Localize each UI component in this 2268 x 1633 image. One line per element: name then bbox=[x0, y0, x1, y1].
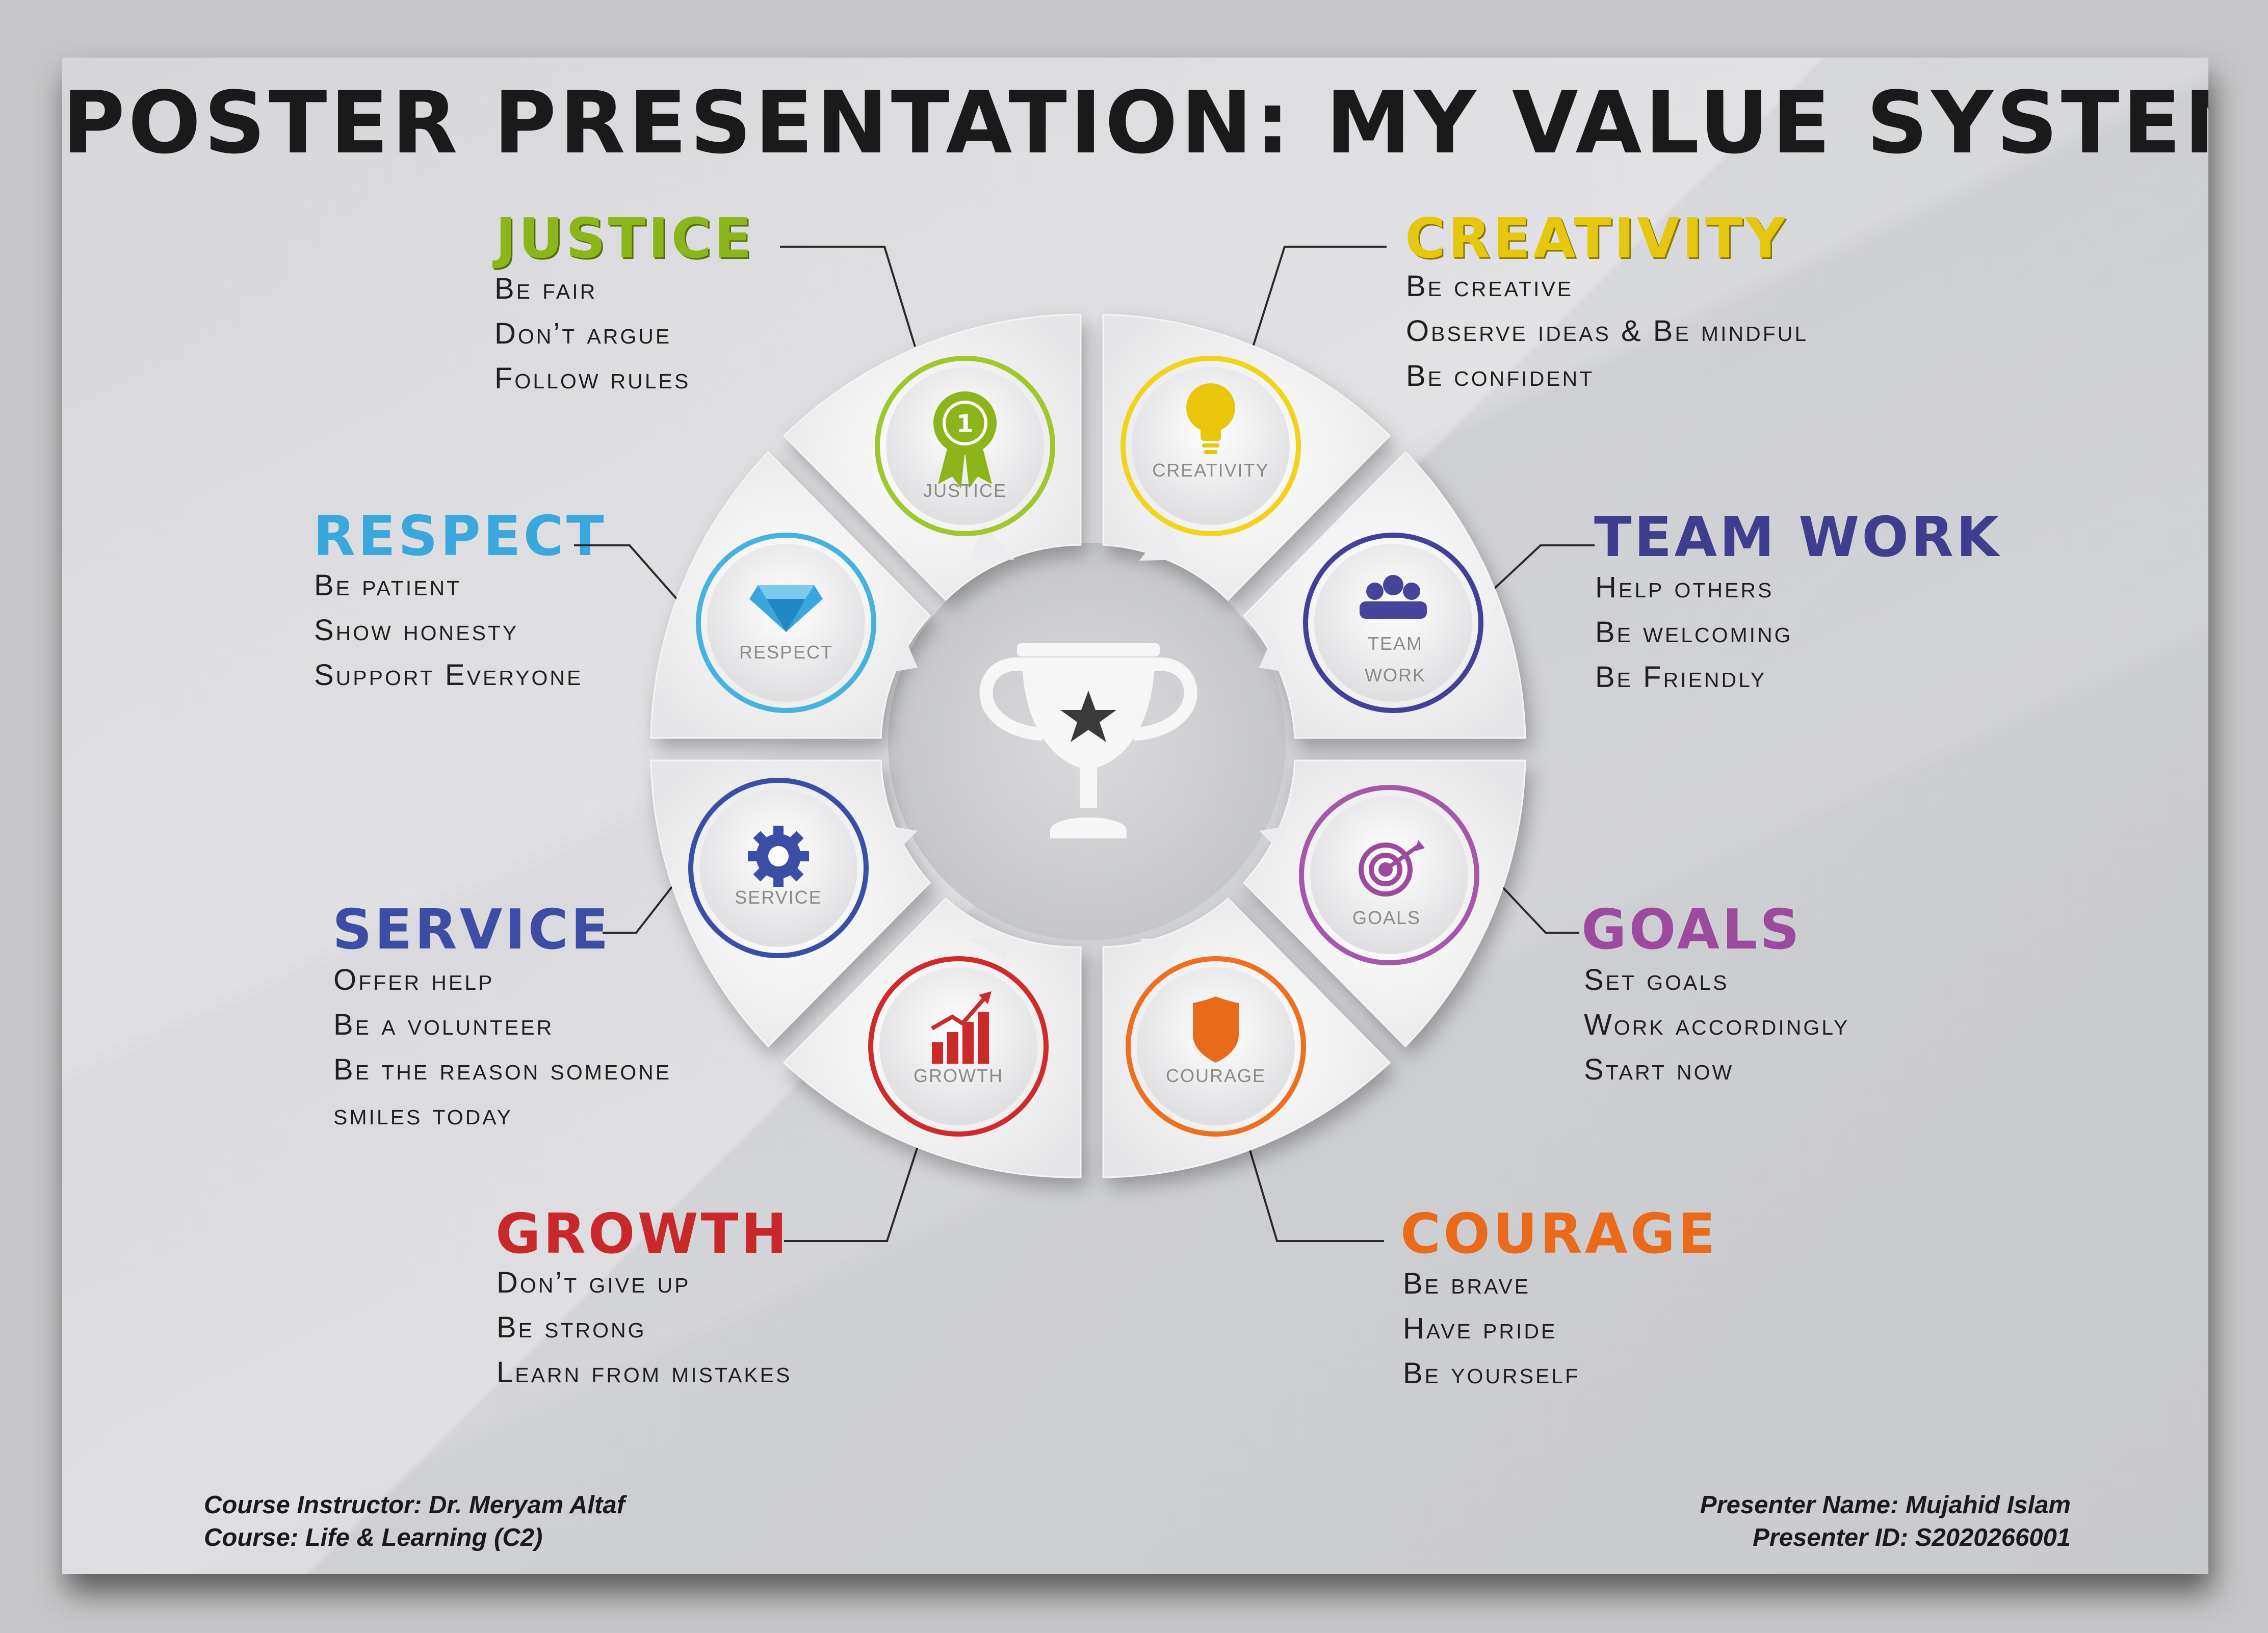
goals-connector bbox=[1500, 885, 1579, 934]
footer-right: Presenter Name: Mujahid Islam Presenter … bbox=[1700, 1489, 2071, 1554]
gear-icon bbox=[748, 826, 809, 887]
growth-line: Don’t give up bbox=[497, 1266, 691, 1299]
justice-line: Don’t argue bbox=[494, 317, 672, 350]
creativity-line: Be confident bbox=[1406, 359, 1595, 392]
creativity-badge: CREATIVITY bbox=[1120, 356, 1301, 536]
service-lines: Offer help Be a volunteer Be the reason … bbox=[333, 958, 671, 1137]
growth-icon-label: GROWTH bbox=[914, 1065, 1003, 1086]
growth-chart-icon bbox=[931, 991, 992, 1064]
presenter-name: Presenter Name: Mujahid Islam bbox=[1700, 1491, 2071, 1519]
justice-line: Follow rules bbox=[494, 362, 691, 395]
respect-badge: RESPECT bbox=[696, 533, 876, 713]
courage-heading: COURAGE bbox=[1400, 1202, 1718, 1266]
notch bbox=[1139, 524, 1185, 561]
goals-line: Set goals bbox=[1584, 963, 1729, 996]
teamwork-line: Help others bbox=[1595, 571, 1774, 604]
teamwork-heading: TEAM WORK bbox=[1594, 506, 2001, 569]
courage-line: Have pride bbox=[1403, 1312, 1557, 1345]
justice-connector bbox=[780, 246, 916, 347]
creativity-lines: Be creative Observe ideas & Be mindful B… bbox=[1406, 264, 1808, 399]
teamwork-line: Be Friendly bbox=[1595, 661, 1767, 694]
growth-heading: GROWTH bbox=[496, 1202, 790, 1266]
respect-icon-label: RESPECT bbox=[739, 642, 833, 663]
course-instructor: Course Instructor: Dr. Meryam Altaf bbox=[204, 1491, 625, 1519]
creativity-heading: CREATIVITY bbox=[1405, 207, 1788, 271]
justice-badge: 1 JUSTICE bbox=[875, 356, 1055, 536]
team-icon bbox=[1360, 575, 1427, 619]
justice-lines: Be fair Don’t argue Follow rules bbox=[494, 267, 690, 401]
justice-heading: JUSTICE bbox=[496, 207, 754, 271]
connector-lines bbox=[574, 246, 1595, 1242]
courage-line: Be yourself bbox=[1403, 1357, 1580, 1390]
presenter-id: Presenter ID: S2020266001 bbox=[1753, 1524, 2071, 1551]
shield-icon bbox=[1193, 996, 1239, 1063]
notch bbox=[1259, 632, 1290, 673]
respect-heading: RESPECT bbox=[313, 505, 607, 568]
respect-line: Support Everyone bbox=[314, 659, 583, 692]
service-icon-label: SERVICE bbox=[735, 887, 822, 908]
target-icon bbox=[1359, 840, 1425, 897]
goals-line: Start now bbox=[1584, 1053, 1734, 1086]
justice-line: Be fair bbox=[494, 272, 597, 305]
creativity-icon-label: CREATIVITY bbox=[1152, 460, 1269, 481]
creativity-connector bbox=[1252, 246, 1387, 347]
service-line: smiles today bbox=[333, 1098, 513, 1131]
notch bbox=[887, 826, 918, 846]
goals-icon-label: GOALS bbox=[1352, 907, 1421, 928]
respect-line: Be patient bbox=[314, 569, 462, 602]
notch bbox=[887, 632, 918, 673]
teamwork-line: Be welcoming bbox=[1595, 616, 1793, 649]
growth-lines: Don’t give up Be strong Learn from mista… bbox=[497, 1260, 792, 1395]
courage-line: Be brave bbox=[1403, 1267, 1531, 1300]
notch bbox=[1139, 938, 1185, 961]
justice-icon-label: JUSTICE bbox=[923, 480, 1007, 501]
segment-notches bbox=[887, 524, 1290, 961]
respect-lines: Be patient Show honesty Support Everyone bbox=[314, 563, 583, 698]
poster-title: POSTER PRESENTATION: MY VALUE SYSTEM bbox=[62, 73, 2208, 173]
courage-lines: Be brave Have pride Be yourself bbox=[1403, 1261, 1580, 1396]
lightbulb-icon bbox=[1186, 383, 1235, 454]
teamwork-icon-label-1: TEAM bbox=[1368, 633, 1423, 654]
notch bbox=[1259, 826, 1290, 846]
service-line: Offer help bbox=[333, 963, 494, 996]
goals-lines: Set goals Work accordingly Start now bbox=[1584, 958, 1849, 1092]
growth-line: Learn from mistakes bbox=[497, 1356, 792, 1389]
service-connector bbox=[603, 883, 675, 934]
teamwork-icon-label-2: WORK bbox=[1365, 665, 1426, 686]
goals-line: Work accordingly bbox=[1584, 1008, 1850, 1041]
courage-icon-label: COURAGE bbox=[1166, 1065, 1266, 1086]
creativity-line: Observe ideas & Be mindful bbox=[1406, 314, 1809, 348]
teamwork-lines: Help others Be welcoming Be Friendly bbox=[1595, 565, 1793, 700]
teamwork-connector bbox=[1493, 544, 1595, 590]
course-name: Course: Life & Learning (C2) bbox=[204, 1524, 543, 1551]
growth-line: Be strong bbox=[497, 1311, 646, 1344]
service-line: Be the reason someone bbox=[333, 1053, 672, 1086]
diamond-icon bbox=[749, 585, 823, 632]
creativity-line: Be creative bbox=[1406, 270, 1574, 303]
courage-badge: COURAGE bbox=[1126, 956, 1306, 1137]
teamwork-badge: TEAM WORK bbox=[1303, 533, 1483, 713]
service-line: Be a volunteer bbox=[333, 1008, 554, 1041]
notch bbox=[969, 938, 1014, 961]
service-badge: SERVICE bbox=[688, 778, 869, 958]
svg-text:1: 1 bbox=[956, 410, 973, 438]
award-ribbon-icon: 1 bbox=[933, 391, 997, 488]
goals-heading: GOALS bbox=[1581, 898, 1802, 962]
service-heading: SERVICE bbox=[332, 898, 611, 962]
footer-left: Course Instructor: Dr. Meryam Altaf Cour… bbox=[204, 1489, 625, 1554]
trophy-icon bbox=[979, 643, 1197, 838]
growth-connector bbox=[784, 1146, 919, 1242]
respect-connector bbox=[574, 544, 679, 601]
respect-line: Show honesty bbox=[314, 614, 519, 647]
goals-badge: GOALS bbox=[1299, 785, 1479, 965]
courage-connector bbox=[1248, 1146, 1384, 1242]
growth-badge: GROWTH bbox=[868, 956, 1049, 1137]
